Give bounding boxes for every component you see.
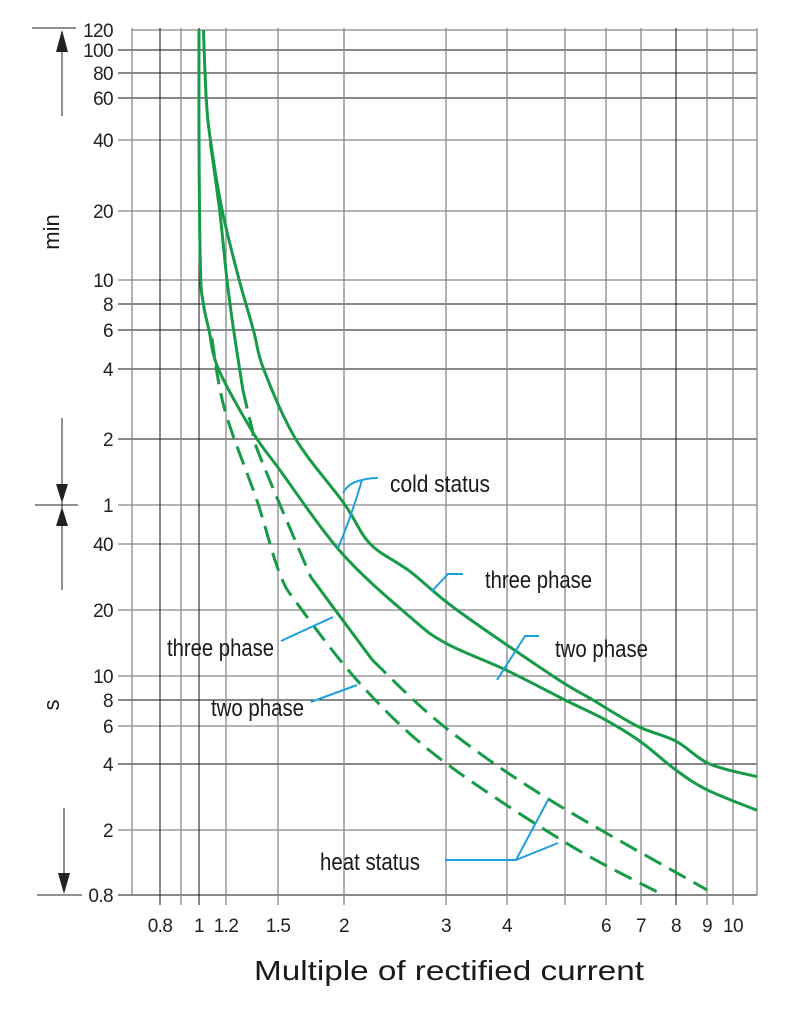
label-cold-status: cold status [390, 471, 490, 498]
curves [197, 29, 758, 894]
x-tick-label: 6 [601, 916, 611, 937]
x-tick-label: 3 [441, 916, 451, 937]
dashed-curve-segment [371, 659, 708, 892]
arrow-up-icon [56, 507, 68, 526]
y-tick-label: 40 [93, 131, 113, 152]
label-heat-status: heat status [320, 849, 420, 876]
leader-cold-three-phase [431, 573, 463, 592]
y-tick-label: 8 [103, 295, 113, 316]
y-tick-label: 8 [103, 691, 113, 712]
x-tick-label: 1.2 [214, 916, 239, 937]
arrow-down-icon [56, 484, 68, 503]
y-tick-label: 20 [93, 202, 113, 223]
label-heat-two-phase: two phase [211, 695, 304, 722]
x-tick-label: 7 [636, 916, 646, 937]
leader-cold-status [337, 477, 379, 549]
x-tick-label: 4 [502, 916, 513, 937]
x-tick-label: 1 [194, 916, 204, 937]
y-unit-s: s [39, 700, 64, 711]
y-tick-label: 20 [93, 601, 113, 622]
solid-curve-segment [208, 142, 245, 391]
y-tick-label: 2 [103, 821, 113, 842]
y-tick-label: 4 [103, 360, 114, 381]
x-tick-label: 8 [671, 916, 681, 937]
y-tick-label: 6 [103, 321, 113, 342]
x-tick-label: 2 [339, 916, 349, 937]
x-axis-label: Multiple of rectified current [254, 955, 644, 986]
y-tick-label: 6 [103, 717, 113, 738]
y-tick-label: 2 [103, 430, 113, 451]
label-cold-three-phase: three phase [485, 567, 592, 594]
arrow-up-icon [56, 30, 68, 52]
solid-curve-segment [309, 576, 374, 662]
x-tick-label: 10 [723, 916, 743, 937]
label-cold-two-phase: two phase [555, 636, 648, 663]
x-tick-labels: 0.8 1 1.2 1.5 2 3 4 6 7 8 9 10 [148, 916, 744, 937]
x-tick-label: 0.8 [148, 916, 173, 937]
y-unit-min: min [39, 214, 64, 249]
y-tick-label: 40 [93, 535, 113, 556]
x-tick-label: 1.5 [266, 916, 291, 937]
y-tick-label: 60 [93, 89, 113, 110]
leader-heat-status [445, 799, 559, 861]
arrow-down-icon [58, 873, 70, 894]
y-tick-label: 0.8 [88, 886, 113, 907]
leader-heat-two-phase [310, 684, 358, 703]
leader-heat-three-phase [280, 616, 334, 642]
dashed-curve-segment [210, 337, 659, 894]
y-tick-label: 10 [93, 667, 113, 688]
x-tick-label: 9 [702, 916, 712, 937]
grid [118, 28, 758, 905]
curve-heat-status-three-phase [208, 142, 708, 892]
label-heat-three-phase: three phase [167, 635, 274, 662]
curve-cold-status-two-phase [197, 29, 758, 812]
solid-curve-segment [201, 29, 758, 779]
annotation-leaders [280, 477, 559, 861]
y-tick-label: 120 [83, 21, 113, 42]
min-range-indicator [32, 27, 82, 896]
y-tick-label: 80 [93, 64, 113, 85]
y-tick-label: 1 [103, 496, 113, 517]
curve-cold-status-three-phase [201, 29, 758, 779]
y-tick-label: 10 [93, 271, 113, 292]
leader-cold-two-phase [496, 635, 539, 681]
dashed-curve-segment [241, 389, 313, 578]
y-tick-label: 4 [103, 755, 114, 776]
curve-heat-status-two-phase [210, 337, 659, 894]
solid-curve-segment [197, 29, 758, 812]
y-tick-label: 100 [83, 41, 113, 62]
